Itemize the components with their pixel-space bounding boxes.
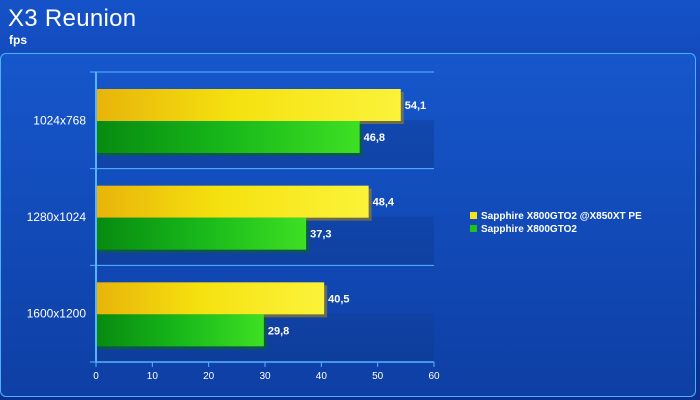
data-label: 29,8 [268, 325, 289, 337]
data-label: 46,8 [364, 132, 385, 144]
bar-x850xt-pe-1600x1200 [96, 282, 325, 315]
x-tick-label: 60 [428, 371, 440, 382]
chart-subtitle: fps [9, 33, 27, 47]
x-tick-label: 10 [147, 371, 159, 382]
data-label: 54,1 [405, 100, 426, 112]
x-tick-label: 0 [93, 371, 99, 382]
category-label: 1280x1024 [27, 210, 87, 224]
x-tick-label: 20 [203, 371, 215, 382]
bar-x850xt-pe-1280x1024 [96, 185, 369, 218]
x-tick-label: 40 [316, 371, 328, 382]
category-label: 1600x1200 [27, 307, 87, 321]
bar-x850xt-pe-1024x768 [96, 89, 401, 121]
data-label: 37,3 [310, 229, 331, 241]
legend-entry: Sapphire X800GTO2 @X850XT PE [481, 211, 642, 222]
bar-x800gto2-1600x1200 [96, 314, 264, 347]
chart-title: X3 Reunion [8, 5, 137, 32]
bar-x800gto2-1280x1024 [96, 217, 307, 250]
category-label: 1024x768 [33, 113, 86, 127]
legend-swatch [470, 212, 477, 219]
legend-entry: Sapphire X800GTO2 [481, 224, 577, 235]
data-label: 48,4 [373, 197, 395, 209]
bar-x800gto2-1024x768 [96, 121, 360, 153]
x-tick-label: 50 [372, 371, 384, 382]
legend-swatch [470, 225, 477, 232]
data-label: 40,5 [328, 293, 349, 305]
x-tick-label: 30 [259, 371, 271, 382]
